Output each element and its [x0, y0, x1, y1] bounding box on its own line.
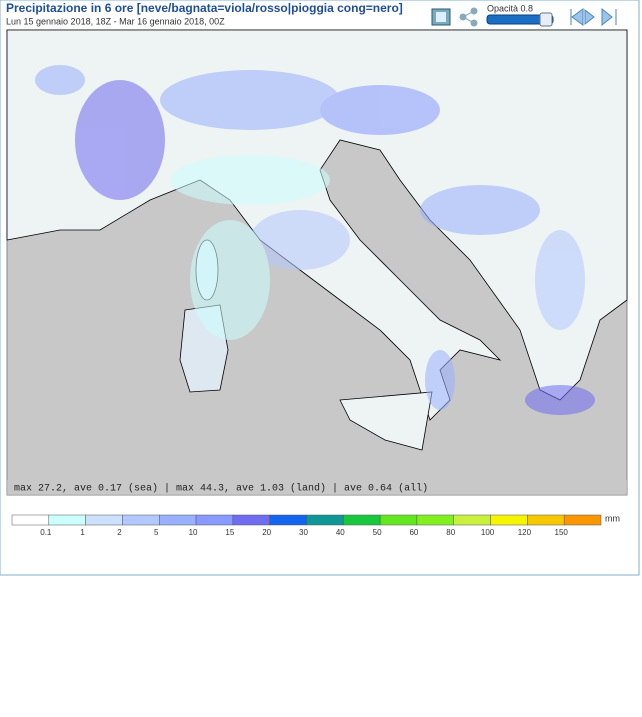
opacity-slider[interactable]	[486, 12, 554, 27]
film-icon[interactable]	[431, 8, 451, 26]
title: Precipitazione in 6 ore [neve/bagnata=vi…	[6, 1, 403, 15]
legend-label: 100	[481, 528, 495, 537]
legend-swatch	[379, 514, 418, 526]
legend-swatch	[306, 514, 344, 526]
legend-label: 15	[225, 528, 234, 537]
legend-swatch	[159, 514, 197, 526]
legend-swatch	[343, 514, 381, 526]
legend-swatch	[11, 514, 50, 526]
share-icon[interactable]	[459, 7, 478, 27]
legend-label: 40	[336, 528, 345, 537]
legend-swatch	[527, 514, 565, 526]
subtitle: Lun 15 gennaio 2018, 18Z - Mar 16 gennai…	[6, 16, 225, 26]
legend-swatch	[490, 514, 528, 526]
legend-swatch	[195, 514, 234, 526]
legend-swatch	[122, 514, 160, 526]
legend-unit: mm	[605, 513, 620, 523]
legend-label: 30	[299, 528, 308, 537]
legend-swatch	[453, 514, 491, 526]
legend-swatch	[563, 514, 602, 526]
legend-label: 10	[189, 528, 198, 537]
legend-label: 20	[262, 528, 271, 537]
legend-swatch	[269, 514, 307, 526]
legend-label: 5	[154, 528, 159, 537]
legend-label: 150	[555, 528, 569, 537]
map-stats: max 27.2, ave 0.17 (sea) | max 44.3, ave…	[14, 483, 428, 495]
legend-swatch	[232, 514, 270, 526]
legend-swatch	[85, 514, 123, 526]
legend-swatch	[416, 514, 454, 526]
legend-label: 120	[518, 528, 532, 537]
legend-label: 80	[446, 528, 455, 537]
legend: 0.1 1 2 5 10 15 20 30 40 50 60 80 100 120 150 mm	[11, 513, 620, 537]
legend-label: 50	[373, 528, 382, 537]
legend-label: 60	[409, 528, 418, 537]
legend-label: 2	[117, 528, 122, 537]
nav-arrows[interactable]	[570, 7, 617, 27]
map: max 27.2, ave 0.17 (sea) | max 44.3, ave…	[6, 29, 628, 496]
legend-swatch	[48, 514, 86, 526]
opacity-label: Opacità 0.8	[487, 3, 533, 13]
legend-label: 1	[80, 528, 85, 537]
legend-label: 0.1	[40, 528, 52, 537]
